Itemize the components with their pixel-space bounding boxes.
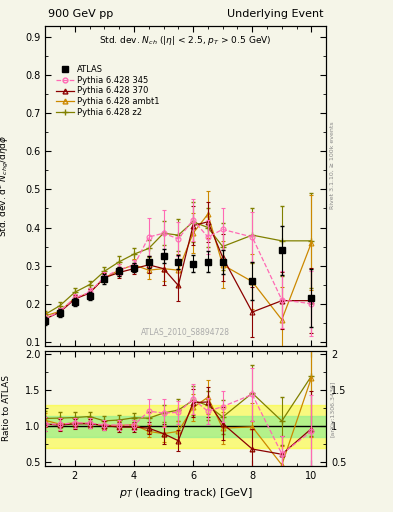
- Text: 900 GeV pp: 900 GeV pp: [48, 9, 113, 19]
- Text: ATLAS_2010_S8894728: ATLAS_2010_S8894728: [141, 327, 230, 336]
- Text: Rivet 3.1.10, ≥ 100k events: Rivet 3.1.10, ≥ 100k events: [330, 121, 335, 209]
- Y-axis label: Std. dev. d$^{2}$ $N_{chg}$/d$\eta$d$\phi$: Std. dev. d$^{2}$ $N_{chg}$/d$\eta$d$\ph…: [0, 135, 11, 237]
- X-axis label: $p_{T}$ (leading track) [GeV]: $p_{T}$ (leading track) [GeV]: [119, 486, 253, 500]
- Bar: [45, 404, 326, 448]
- Legend: ATLAS, Pythia 6.428 345, Pythia 6.428 370, Pythia 6.428 ambt1, Pythia 6.428 z2: ATLAS, Pythia 6.428 345, Pythia 6.428 37…: [52, 62, 163, 120]
- Text: Underlying Event: Underlying Event: [227, 9, 323, 19]
- Text: Std. dev. $N_{ch}$ ($|\eta|$ < 2.5, $p_{T}$ > 0.5 GeV): Std. dev. $N_{ch}$ ($|\eta|$ < 2.5, $p_{…: [99, 34, 272, 47]
- Bar: [45, 416, 326, 437]
- Y-axis label: Ratio to ATLAS: Ratio to ATLAS: [2, 375, 11, 441]
- Text: [arXiv:1306.3436]: [arXiv:1306.3436]: [330, 380, 335, 437]
